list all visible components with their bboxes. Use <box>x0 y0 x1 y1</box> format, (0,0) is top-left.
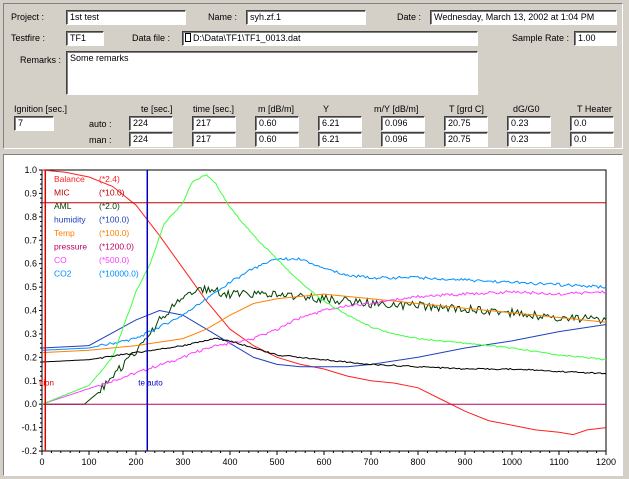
file-icon <box>185 33 191 42</box>
series-line-unnamed-9 <box>41 337 607 375</box>
date-field[interactable]: Wednesday, March 13, 2002 at 1:04 PM <box>430 10 617 25</box>
test-info-panel: Project : 1st test Name : syh.zf.1 Date … <box>3 3 623 149</box>
samplerate-field[interactable]: 1.00 <box>574 31 617 46</box>
series-line-co2 <box>41 257 607 351</box>
project-field[interactable]: 1st test <box>66 10 186 25</box>
date-label: Date : <box>397 12 422 22</box>
x-tick-label: 600 <box>316 457 331 467</box>
theater-man-field[interactable]: 0.0 <box>570 132 614 147</box>
chart-axes: 1.0 0.9 0.8 0.7 0.6 0.5 0.4 0.3 0.2 0.1 0.0 -0.1 -0.… <box>21 165 616 467</box>
col-header-my: m/Y [dB/m] <box>374 104 419 114</box>
col-header-m: m [dB/m] <box>258 104 295 114</box>
col-header-t: T [grd C] <box>449 104 484 114</box>
time-auto-field[interactable]: 217 <box>192 116 236 131</box>
col-header-theater: T Heater <box>577 104 612 114</box>
y-tick-label: -0.2 <box>21 446 37 456</box>
datafile-field[interactable]: D:\Data\TF1\TF1_0013.dat <box>182 31 478 46</box>
te-man-field[interactable]: 224 <box>129 132 173 147</box>
y-tick-label: 0.9 <box>24 188 37 198</box>
my-auto-field[interactable]: 0.096 <box>381 116 425 131</box>
x-tick-label: 500 <box>269 457 284 467</box>
series-line-balance <box>41 169 607 436</box>
testfire-label: Testfire : <box>11 33 46 43</box>
col-header-dg: dG/G0 <box>513 104 540 114</box>
legend-entry: pressure (*1200.0) <box>54 242 134 252</box>
testfire-field[interactable]: TF1 <box>66 31 104 46</box>
t-man-field[interactable]: 20.75 <box>444 132 488 147</box>
x-tick-label: 300 <box>175 457 190 467</box>
x-tick-label: 0 <box>39 457 44 467</box>
y-tick-label: -0.1 <box>21 423 37 433</box>
m-man-field[interactable]: 0.60 <box>255 132 299 147</box>
row-label-auto: auto : <box>89 119 112 129</box>
x-tick-label: 800 <box>410 457 425 467</box>
remarks-field[interactable]: Some remarks <box>66 51 478 95</box>
marker-label: ition <box>39 378 54 387</box>
x-tick-label: 1000 <box>502 457 522 467</box>
samplerate-label: Sample Rate : <box>512 33 570 43</box>
dg-auto-field[interactable]: 0.23 <box>507 116 551 131</box>
col-header-time: time [sec.] <box>193 104 235 114</box>
y-tick-label: 0.7 <box>24 235 37 245</box>
series-line-unnamed-8 <box>41 174 607 405</box>
col-header-te: te [sec.] <box>141 104 173 114</box>
legend-entry: humidity (*100.0) <box>54 215 129 225</box>
chart-legend: Balance (*2.4) MIC (*10.0) AML (*2.0) humidity… <box>54 174 139 279</box>
x-tick-label: 200 <box>128 457 143 467</box>
legend-entry: Balance (*2.4) <box>54 174 120 184</box>
project-label: Project : <box>11 12 45 22</box>
legend-entry: AML (*2.0) <box>54 201 120 211</box>
row-label-man: man : <box>89 135 112 145</box>
series-line-aml <box>42 284 607 405</box>
y-tick-label: 1.0 <box>24 165 37 175</box>
col-header-y: Y <box>323 104 330 114</box>
x-tick-label: 400 <box>222 457 237 467</box>
y-tick-label: 0.1 <box>24 376 37 386</box>
y-man-field[interactable]: 6.21 <box>318 132 362 147</box>
x-tick-label: 1200 <box>596 457 616 467</box>
series-line-co <box>41 290 607 405</box>
time-man-field[interactable]: 217 <box>192 132 236 147</box>
line-chart[interactable]: 1.0 0.9 0.8 0.7 0.6 0.5 0.4 0.3 0.2 0.1 0.0 -0.1 -0.… <box>4 155 622 475</box>
y-tick-label: 0.4 <box>24 306 37 316</box>
theater-auto-field[interactable]: 0.0 <box>570 116 614 131</box>
y-tick-label: 0.2 <box>24 352 37 362</box>
y-tick-label: 0.8 <box>24 212 37 222</box>
y-tick-label: 0.3 <box>24 329 37 339</box>
chart-series-lines <box>41 169 607 436</box>
name-label: Name : <box>208 12 238 22</box>
name-field[interactable]: syh.zf.1 <box>246 10 366 25</box>
legend-entry: CO (*500.0) <box>54 255 129 265</box>
remarks-label: Remarks : <box>20 55 62 65</box>
y-tick-label: 0.5 <box>24 282 37 292</box>
ignition-field[interactable]: 7 <box>14 116 54 131</box>
te-auto-field[interactable]: 224 <box>129 116 173 131</box>
legend-entry: Temp (*100.0) <box>54 228 129 238</box>
t-auto-field[interactable]: 20.75 <box>444 116 488 131</box>
chart-markers: ition te auto <box>39 170 163 451</box>
dg-man-field[interactable]: 0.23 <box>507 132 551 147</box>
series-line-humidity <box>41 309 607 368</box>
legend-entry: MIC (*10.0) <box>54 188 125 198</box>
legend-entry: CO2 (*10000.0) <box>54 269 139 279</box>
datafile-path: D:\Data\TF1\TF1_0013.dat <box>193 33 301 43</box>
y-auto-field[interactable]: 6.21 <box>318 116 362 131</box>
y-tick-label: 0.0 <box>24 399 37 409</box>
ignition-label: Ignition [sec.] <box>14 104 68 114</box>
my-man-field[interactable]: 0.096 <box>381 132 425 147</box>
datafile-label: Data file : <box>132 33 171 43</box>
series-line-temp <box>41 293 607 354</box>
x-tick-label: 100 <box>81 457 96 467</box>
x-tick-label: 1100 <box>549 457 568 467</box>
x-tick-label: 900 <box>457 457 472 467</box>
chart-panel: 1.0 0.9 0.8 0.7 0.6 0.5 0.4 0.3 0.2 0.1 0.0 -0.1 -0.… <box>3 154 623 476</box>
x-tick-label: 700 <box>363 457 378 467</box>
marker-label: te auto <box>138 378 163 387</box>
m-auto-field[interactable]: 0.60 <box>255 116 299 131</box>
y-tick-label: 0.6 <box>24 259 37 269</box>
